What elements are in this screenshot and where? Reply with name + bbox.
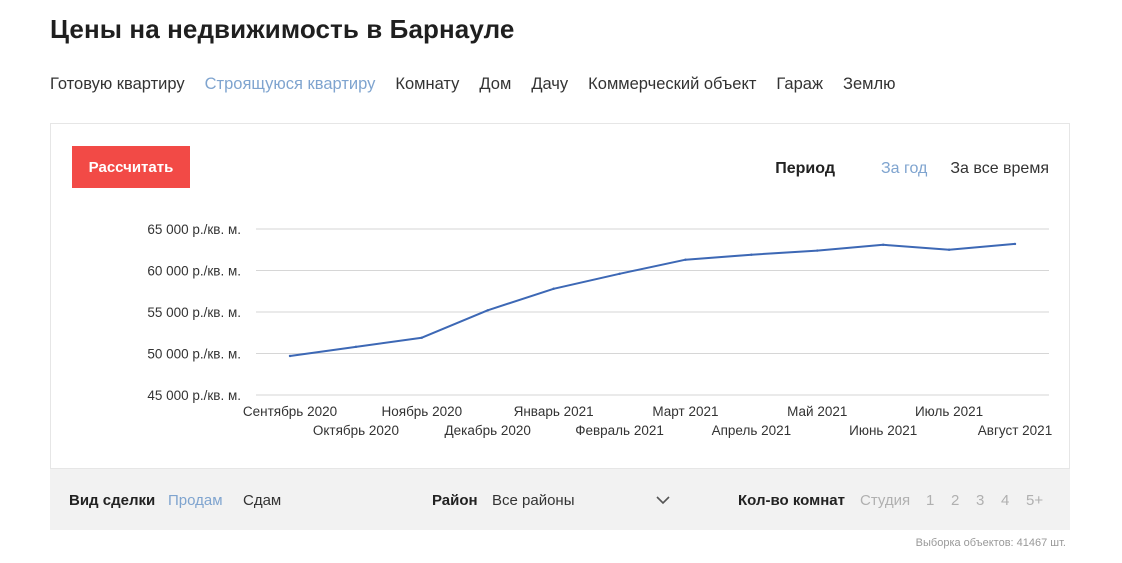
period-label: Период (775, 160, 835, 177)
data-point (816, 249, 819, 252)
chart-panel: 45 000 р./кв. м. 50 000 р./кв. м. 55 000 р… (50, 123, 1070, 469)
tab-commercial[interactable]: Коммерческий объект (588, 75, 757, 93)
x-tick-label: Февраль 2021 (575, 423, 664, 438)
deal-type-label: Вид сделки (69, 492, 156, 509)
data-point (618, 272, 621, 276)
period-option-all-time[interactable]: За все время (950, 160, 1049, 177)
data-point (354, 345, 358, 349)
rooms-option-4[interactable]: 4 (1001, 492, 1010, 509)
data-point (881, 243, 885, 246)
x-tick-label: Декабрь 2020 (445, 423, 531, 438)
x-tick-label: Сентябрь 2020 (243, 404, 337, 419)
rooms-option-1[interactable]: 1 (926, 492, 935, 509)
data-point (486, 309, 489, 312)
tab-dacha[interactable]: Дачу (531, 75, 569, 93)
tab-land[interactable]: Землю (843, 75, 896, 93)
district-select[interactable]: Все районы (492, 492, 575, 509)
data-point (420, 336, 424, 339)
rooms-option-studio[interactable]: Студия (860, 492, 911, 509)
tab-room[interactable]: Комнату (395, 75, 460, 93)
x-tick-label: Июнь 2021 (849, 423, 917, 438)
property-type-tabs: Готовую квартиру Строящуюся квартиру Ком… (50, 75, 916, 94)
y-tick-label: 45 000 р./кв. м. (147, 388, 241, 403)
data-point (1013, 242, 1017, 246)
district-label: Район (432, 492, 478, 509)
x-tick-label: Июль 2021 (915, 404, 983, 419)
data-point (750, 253, 753, 256)
rooms-option-2[interactable]: 2 (951, 492, 960, 509)
tab-new-apartment[interactable]: Строящуюся квартиру (204, 75, 376, 93)
tab-house[interactable]: Дом (479, 75, 512, 93)
period-selector: Период За год За все время (775, 160, 1049, 178)
period-option-year[interactable]: За год (880, 160, 928, 177)
y-tick-label: 60 000 р./кв. м. (147, 264, 241, 279)
x-tick-label: Ноябрь 2020 (382, 404, 463, 419)
x-tick-label: Март 2021 (652, 404, 718, 419)
data-point (947, 248, 951, 251)
series-line (289, 242, 1016, 357)
tab-garage[interactable]: Гараж (776, 75, 823, 93)
x-tick-label: Октябрь 2020 (313, 423, 399, 438)
rooms-option-3[interactable]: 3 (976, 492, 985, 509)
y-tick-label: 65 000 р./кв. м. (147, 222, 241, 237)
x-tick-label: Май 2021 (787, 404, 847, 419)
x-tick-label: Январь 2021 (514, 404, 594, 419)
sample-count: Выборка объектов: 41467 шт. (915, 537, 1066, 549)
data-point (552, 287, 555, 290)
data-point (288, 354, 292, 358)
deal-option-sell[interactable]: Продам (168, 492, 223, 509)
price-chart: 45 000 р./кв. м. 50 000 р./кв. м. 55 000 р… (147, 222, 1052, 438)
rooms-option-5-plus[interactable]: 5+ (1026, 492, 1044, 509)
calculate-button[interactable]: Рассчитать (72, 146, 190, 188)
data-point (684, 258, 687, 261)
tab-ready-apartment[interactable]: Готовую квартиру (50, 75, 185, 93)
y-tick-label: 50 000 р./кв. м. (147, 347, 241, 362)
rooms-label: Кол-во комнат (738, 492, 845, 509)
chevron-down-icon[interactable] (656, 493, 670, 507)
x-tick-label: Август 2021 (978, 423, 1052, 438)
y-tick-label: 55 000 р./кв. м. (147, 305, 241, 320)
x-tick-label: Апрель 2021 (712, 423, 792, 438)
filters-bar: Вид сделки Продам Сдам Район Все районы … (50, 469, 1070, 530)
page-title: Цены на недвижимость в Барнауле (50, 14, 515, 44)
deal-option-rent[interactable]: Сдам (243, 492, 282, 509)
